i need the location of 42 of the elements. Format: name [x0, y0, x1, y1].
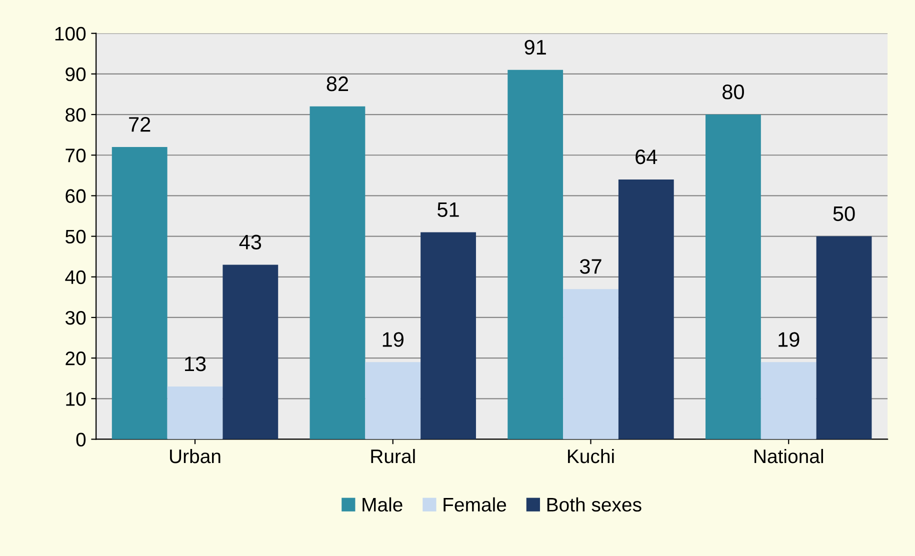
bar: [365, 362, 421, 440]
bar: [563, 289, 618, 440]
y-tick-label: 10: [66, 392, 86, 406]
data-label: 72: [129, 117, 150, 132]
bar: [706, 114, 761, 440]
data-label: 51: [438, 202, 459, 218]
y-tick-label: 0: [76, 432, 86, 446]
bar: [420, 232, 476, 440]
y-tick-label: 70: [66, 148, 86, 162]
y-tick-label: 20: [66, 352, 86, 366]
bar: [310, 106, 366, 440]
data-label: 91: [524, 40, 546, 55]
bar: [222, 264, 278, 440]
x-tick-label: National: [754, 448, 823, 464]
bar: [816, 236, 872, 440]
data-label: 50: [833, 206, 855, 222]
y-tick-label: 40: [65, 270, 86, 284]
bar: [112, 147, 168, 440]
y-tick-label: 30: [65, 310, 86, 325]
bar: [167, 386, 223, 440]
x-tick-label: Rural: [371, 448, 415, 464]
y-tick-label: 80: [66, 108, 86, 122]
x-tick-label: Urban: [170, 448, 220, 464]
legend-label: Both sexes: [547, 497, 642, 512]
legend-label: Female: [444, 497, 506, 512]
data-label: 37: [580, 259, 602, 274]
data-label: 19: [778, 332, 800, 347]
legend-label: Male: [362, 497, 402, 512]
bar: [760, 362, 816, 440]
y-tick-label: 60: [66, 189, 86, 203]
data-label: 19: [382, 332, 404, 347]
data-label: 43: [239, 234, 262, 250]
y-tick-label: 50: [66, 230, 86, 244]
data-label: 13: [185, 356, 206, 372]
data-label: 80: [722, 84, 744, 100]
y-tick-label: 100: [55, 26, 86, 41]
x-tick-label: Kuchi: [568, 448, 614, 464]
bar: [508, 70, 564, 440]
bar: [618, 179, 674, 440]
y-tick-label: 90: [66, 67, 86, 82]
data-label: 82: [326, 76, 348, 92]
data-label: 64: [636, 149, 658, 164]
